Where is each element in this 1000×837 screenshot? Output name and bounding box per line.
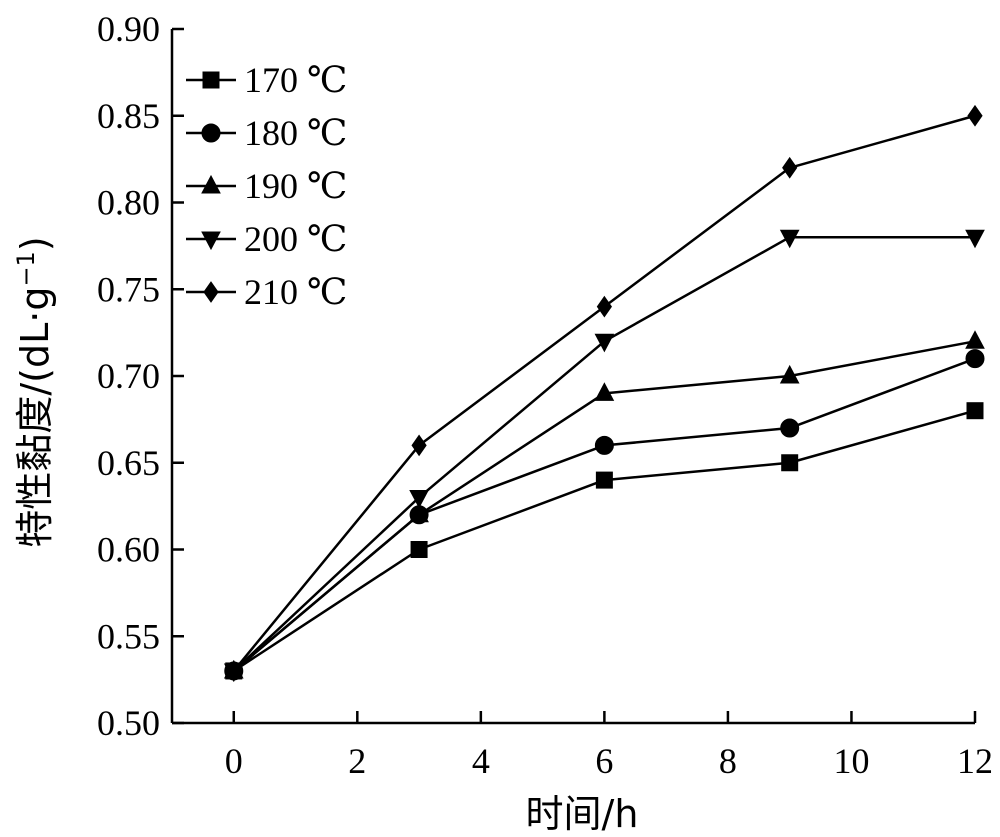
series-diamond [226, 104, 983, 682]
data-point [410, 541, 428, 558]
x-tick-label: 12 [957, 741, 993, 781]
x-tick-label: 6 [595, 741, 613, 781]
data-point [409, 489, 429, 509]
x-tick-label: 2 [348, 741, 366, 781]
legend-label: 210 ℃ [244, 272, 347, 312]
y-tick-label: 0.75 [97, 269, 160, 309]
y-tick-label: 0.90 [97, 9, 160, 49]
data-point [595, 471, 613, 489]
legend-item: 170 ℃ [186, 60, 347, 100]
x-tick-label: 10 [833, 741, 869, 781]
legend-marker [201, 231, 221, 251]
legend-label: 190 ℃ [244, 166, 347, 206]
x-tick-label: 4 [472, 741, 490, 781]
data-point [226, 660, 242, 682]
data-point [965, 330, 985, 349]
data-point [411, 434, 427, 457]
legend-item: 200 ℃ [186, 219, 347, 259]
legend-marker [202, 71, 220, 89]
legend-marker [201, 123, 221, 143]
data-point [967, 104, 983, 127]
x-tick-label: 8 [719, 741, 737, 781]
y-tick-label: 0.50 [97, 703, 160, 743]
series-triangle-up [223, 330, 985, 679]
y-tick-label: 0.60 [97, 530, 160, 570]
legend-marker [203, 281, 219, 303]
y-axis-title-superscript: −1 [12, 251, 40, 286]
legend-item: 210 ℃ [186, 272, 347, 312]
y-tick-label: 0.85 [97, 96, 160, 136]
data-point [966, 402, 984, 420]
legend-item: 190 ℃ [186, 166, 347, 206]
data-point [965, 349, 985, 369]
y-axis-title-close: ) [13, 236, 57, 251]
legend-label: 170 ℃ [244, 60, 347, 100]
y-tick-label: 0.80 [97, 183, 160, 223]
series-line [232, 357, 976, 672]
data-point [781, 454, 799, 472]
data-point [594, 382, 615, 401]
y-axis-title: 特性黏度/(dL·g−1) [12, 236, 57, 547]
data-point [594, 333, 615, 353]
tick-marks: 0.50 0.55 0.60 0.65 0.70 0.75 0.80 0.85 0.90 0 2 4 6… [97, 9, 993, 781]
legend-label: 200 ℃ [244, 219, 347, 259]
y-tick-label: 0.65 [97, 443, 160, 483]
data-point [409, 503, 429, 523]
data-point [596, 295, 612, 318]
data-point [782, 156, 798, 179]
legend-label: 180 ℃ [244, 113, 347, 153]
x-tick-label: 0 [225, 741, 243, 781]
data-point [594, 435, 614, 455]
y-axis-title-main: 特性黏度/(dL·g [13, 287, 57, 548]
data-point [965, 229, 985, 249]
series-layer [223, 104, 985, 683]
legend-item: 180 ℃ [186, 113, 347, 153]
data-point [779, 229, 800, 249]
y-tick-label: 0.70 [97, 356, 160, 396]
legend-marker [201, 174, 221, 194]
data-point [780, 418, 800, 438]
data-point [779, 364, 800, 384]
x-axis-title: 时间/h [526, 792, 639, 836]
legend: 170 ℃ 180 ℃ 190 ℃ 200 ℃ 210 ℃ [186, 60, 347, 312]
y-tick-label: 0.55 [97, 616, 160, 656]
